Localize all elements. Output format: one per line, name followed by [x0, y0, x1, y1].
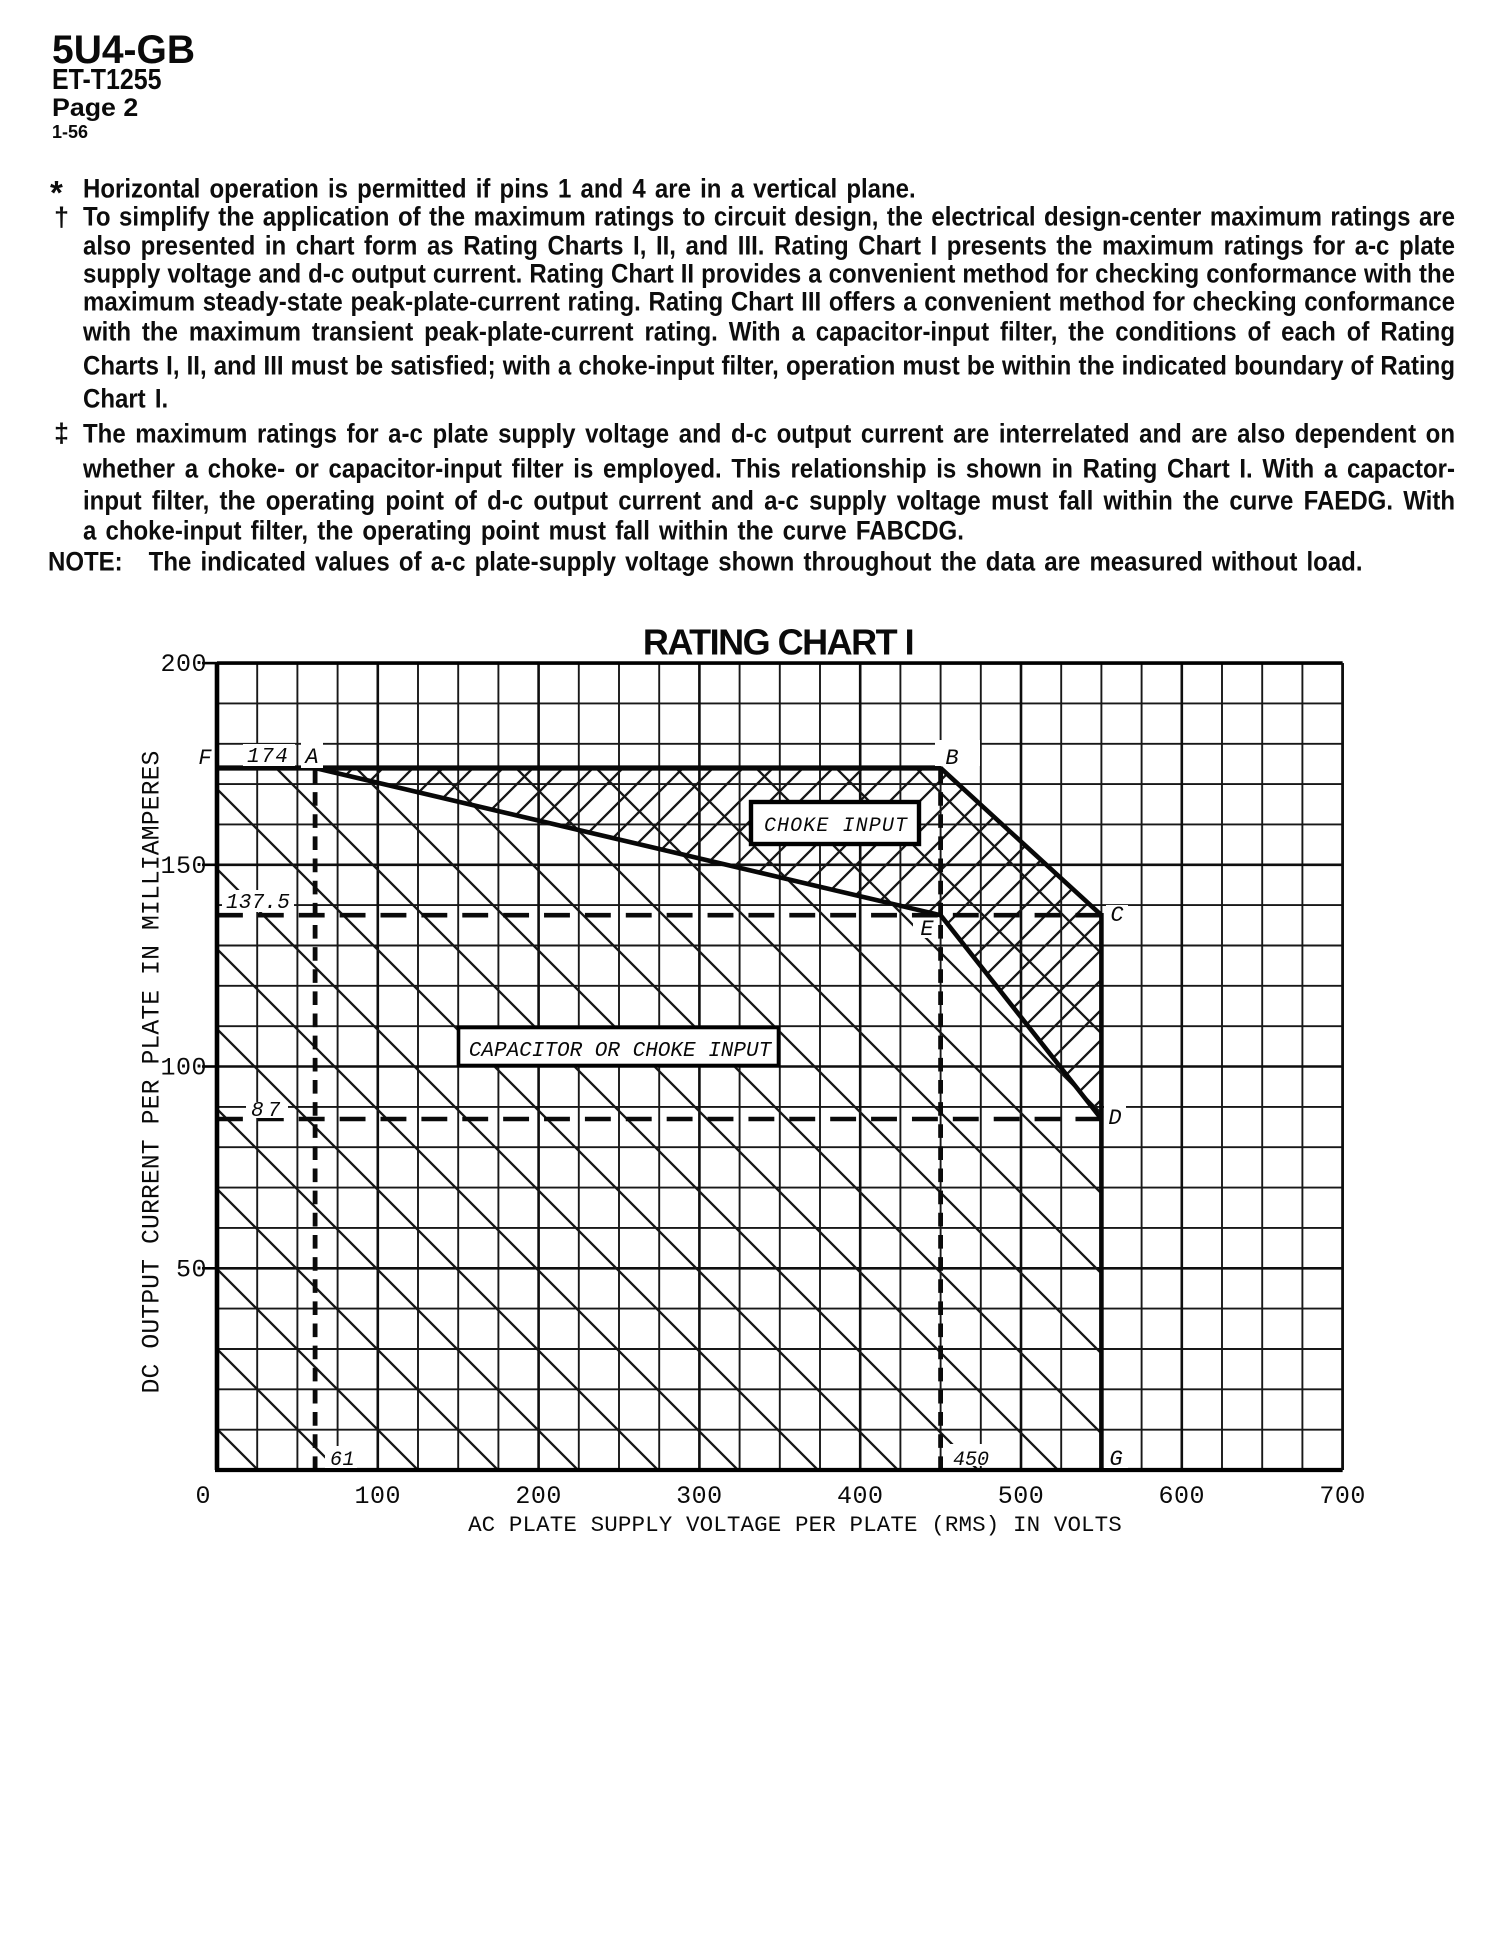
svg-text:174: 174 [247, 746, 289, 769]
svg-text:400: 400 [837, 1482, 884, 1511]
svg-text:200: 200 [160, 650, 207, 679]
svg-text:G: G [1109, 1447, 1122, 1472]
svg-text:0: 0 [195, 1482, 210, 1511]
svg-text:87: 87 [251, 1100, 284, 1123]
svg-text:50: 50 [176, 1255, 207, 1284]
svg-text:100: 100 [160, 1054, 207, 1083]
svg-text:700: 700 [1319, 1482, 1366, 1511]
svg-text:CHOKE INPUT: CHOKE INPUT [764, 815, 908, 838]
svg-text:150: 150 [160, 852, 207, 881]
svg-text:137.5: 137.5 [226, 892, 290, 915]
svg-text:F: F [198, 746, 212, 771]
svg-text:AC PLATE SUPPLY VOLTAGE PER PL: AC PLATE SUPPLY VOLTAGE PER PLATE (RMS) … [468, 1512, 1122, 1538]
svg-text:CAPACITOR OR CHOKE INPUT: CAPACITOR OR CHOKE INPUT [469, 1040, 773, 1063]
svg-text:C: C [1110, 903, 1124, 928]
svg-text:200: 200 [515, 1482, 562, 1511]
svg-text:450: 450 [953, 1449, 989, 1472]
svg-text:B: B [945, 746, 958, 771]
svg-text:DC OUTPUT CURRENT PER PLATE IN: DC OUTPUT CURRENT PER PLATE IN MILLIAMPE… [139, 751, 167, 1394]
svg-text:61: 61 [330, 1449, 355, 1472]
svg-text:D: D [1108, 1106, 1121, 1131]
svg-text:100: 100 [355, 1482, 402, 1511]
svg-text:RATING CHART I: RATING CHART I [643, 622, 913, 663]
svg-text:A: A [303, 745, 318, 770]
svg-text:600: 600 [1159, 1482, 1206, 1511]
svg-text:300: 300 [676, 1482, 723, 1511]
svg-text:500: 500 [998, 1482, 1045, 1511]
svg-text:E: E [920, 917, 934, 942]
